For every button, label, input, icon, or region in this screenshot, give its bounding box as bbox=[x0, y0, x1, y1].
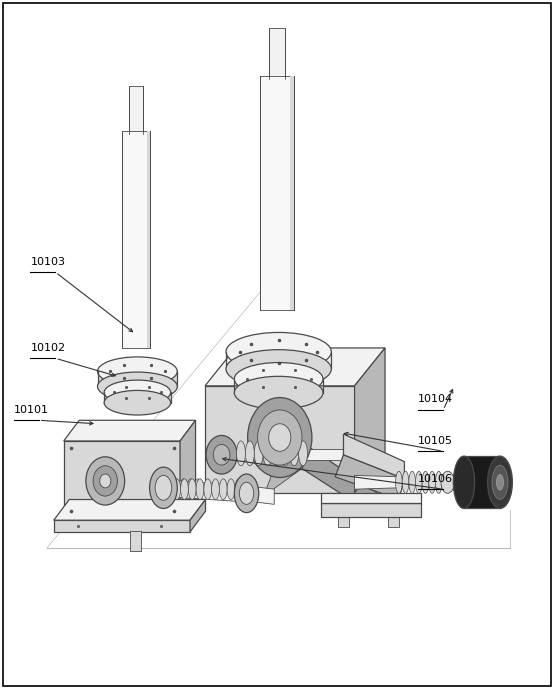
Ellipse shape bbox=[248, 398, 312, 477]
Text: 10102: 10102 bbox=[30, 342, 65, 353]
Polygon shape bbox=[355, 348, 385, 493]
Ellipse shape bbox=[263, 441, 272, 466]
Ellipse shape bbox=[165, 479, 173, 500]
Polygon shape bbox=[321, 503, 421, 517]
Polygon shape bbox=[104, 392, 171, 402]
Polygon shape bbox=[205, 348, 385, 386]
Polygon shape bbox=[147, 131, 150, 348]
Polygon shape bbox=[338, 517, 349, 527]
Ellipse shape bbox=[234, 474, 259, 513]
Ellipse shape bbox=[226, 333, 331, 371]
Ellipse shape bbox=[100, 474, 111, 488]
Ellipse shape bbox=[226, 350, 331, 389]
Text: 10104: 10104 bbox=[418, 394, 453, 404]
Ellipse shape bbox=[245, 441, 254, 466]
Ellipse shape bbox=[173, 479, 181, 500]
Polygon shape bbox=[464, 456, 500, 508]
Ellipse shape bbox=[234, 376, 323, 409]
Ellipse shape bbox=[155, 475, 172, 500]
Polygon shape bbox=[226, 352, 331, 369]
Ellipse shape bbox=[237, 441, 245, 466]
Polygon shape bbox=[64, 441, 180, 520]
Ellipse shape bbox=[196, 479, 204, 500]
Polygon shape bbox=[321, 493, 421, 503]
Polygon shape bbox=[129, 86, 143, 134]
Ellipse shape bbox=[402, 471, 409, 493]
Text: 10103: 10103 bbox=[30, 256, 65, 267]
Ellipse shape bbox=[254, 441, 263, 466]
Polygon shape bbox=[388, 517, 399, 527]
Ellipse shape bbox=[488, 456, 512, 508]
Polygon shape bbox=[355, 475, 399, 489]
Ellipse shape bbox=[104, 380, 171, 404]
Ellipse shape bbox=[269, 424, 291, 451]
Ellipse shape bbox=[206, 435, 237, 474]
Polygon shape bbox=[238, 449, 355, 460]
Polygon shape bbox=[158, 480, 241, 502]
Ellipse shape bbox=[212, 479, 219, 500]
Polygon shape bbox=[247, 486, 274, 504]
Polygon shape bbox=[290, 76, 294, 310]
Text: 10105: 10105 bbox=[418, 435, 453, 446]
Ellipse shape bbox=[496, 475, 504, 490]
Ellipse shape bbox=[173, 479, 179, 493]
Ellipse shape bbox=[435, 471, 442, 493]
Polygon shape bbox=[302, 448, 377, 511]
Ellipse shape bbox=[396, 471, 402, 493]
Ellipse shape bbox=[453, 456, 475, 508]
Ellipse shape bbox=[281, 441, 290, 466]
Ellipse shape bbox=[188, 479, 193, 493]
Polygon shape bbox=[343, 434, 404, 479]
Ellipse shape bbox=[258, 410, 302, 465]
Ellipse shape bbox=[166, 479, 172, 493]
Ellipse shape bbox=[272, 441, 281, 466]
Ellipse shape bbox=[422, 471, 429, 493]
Ellipse shape bbox=[416, 471, 422, 493]
Polygon shape bbox=[443, 475, 453, 489]
Polygon shape bbox=[180, 420, 196, 520]
Ellipse shape bbox=[219, 479, 227, 500]
Polygon shape bbox=[64, 420, 196, 441]
Polygon shape bbox=[190, 500, 206, 532]
Ellipse shape bbox=[181, 479, 188, 500]
Ellipse shape bbox=[409, 471, 416, 493]
Ellipse shape bbox=[104, 391, 171, 415]
Ellipse shape bbox=[429, 471, 435, 493]
Ellipse shape bbox=[290, 441, 299, 466]
Ellipse shape bbox=[181, 479, 186, 493]
Ellipse shape bbox=[98, 357, 177, 386]
Ellipse shape bbox=[492, 465, 508, 500]
Ellipse shape bbox=[213, 444, 230, 465]
Polygon shape bbox=[269, 28, 285, 79]
Polygon shape bbox=[451, 479, 462, 486]
Polygon shape bbox=[260, 76, 294, 310]
Polygon shape bbox=[122, 131, 150, 348]
Ellipse shape bbox=[204, 479, 212, 500]
Ellipse shape bbox=[150, 467, 177, 508]
Polygon shape bbox=[205, 386, 355, 493]
Ellipse shape bbox=[86, 457, 125, 505]
Ellipse shape bbox=[235, 479, 243, 500]
Ellipse shape bbox=[441, 471, 454, 493]
Polygon shape bbox=[98, 371, 177, 387]
Text: 10106: 10106 bbox=[418, 473, 453, 484]
Polygon shape bbox=[130, 531, 141, 551]
Polygon shape bbox=[234, 379, 323, 393]
Ellipse shape bbox=[234, 362, 323, 395]
Ellipse shape bbox=[98, 372, 177, 401]
Ellipse shape bbox=[93, 466, 117, 496]
Polygon shape bbox=[54, 520, 190, 532]
Ellipse shape bbox=[239, 482, 254, 504]
Text: 10101: 10101 bbox=[14, 404, 49, 415]
Ellipse shape bbox=[227, 479, 235, 500]
Ellipse shape bbox=[188, 479, 196, 500]
Polygon shape bbox=[54, 500, 206, 520]
Polygon shape bbox=[264, 448, 310, 496]
Polygon shape bbox=[335, 455, 404, 500]
Ellipse shape bbox=[299, 441, 307, 466]
Ellipse shape bbox=[195, 479, 201, 493]
